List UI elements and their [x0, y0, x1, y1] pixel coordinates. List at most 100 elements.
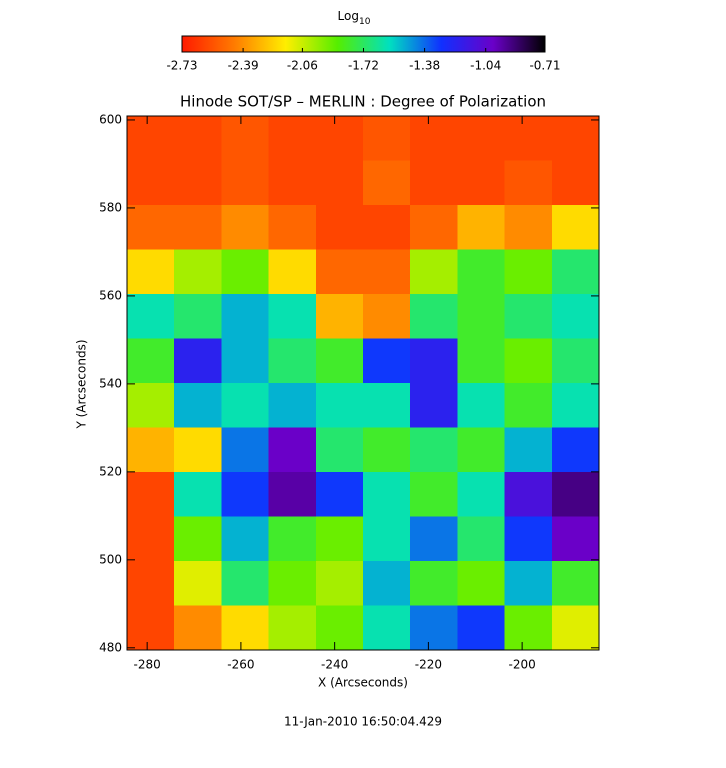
heatmap-cell	[410, 605, 458, 651]
heatmap-cell	[221, 472, 270, 517]
heatmap-cell	[551, 294, 600, 339]
heatmap-cell	[174, 472, 222, 517]
x-tick-label: -200	[509, 658, 536, 672]
heatmap-cell	[268, 427, 317, 473]
heatmap-cell	[268, 160, 317, 206]
heatmap-cell	[221, 338, 270, 384]
colorbar-tick-label: -2.73	[166, 59, 197, 73]
heatmap-cell	[457, 338, 506, 384]
heatmap-cell	[363, 205, 411, 250]
heatmap-cell	[127, 338, 175, 384]
heatmap-cell	[127, 205, 175, 250]
heatmap-cell	[221, 383, 270, 428]
heatmap-cell	[221, 116, 270, 161]
colorbar-tick-label: -2.39	[228, 59, 259, 73]
heatmap-cell	[221, 516, 270, 562]
heatmap-cell	[504, 472, 553, 517]
heatmap-cell	[504, 605, 553, 651]
heatmap-cell	[457, 516, 506, 562]
heatmap-cell	[268, 294, 317, 339]
heatmap-cell	[551, 472, 600, 517]
heatmap-cell	[127, 427, 175, 473]
y-tick-label: 580	[99, 200, 122, 214]
y-tick-label: 480	[99, 640, 122, 654]
heatmap-cell	[221, 249, 270, 295]
heatmap-cell	[504, 383, 553, 428]
heatmap-cell	[410, 516, 458, 562]
heatmap-cell	[551, 160, 600, 206]
heatmap-cell	[174, 116, 222, 161]
x-axis-label: X (Arcseconds)	[318, 676, 408, 690]
y-tick-label: 540	[99, 376, 122, 390]
heatmap-cell	[410, 472, 458, 517]
y-axis-label: Y (Arcseconds)	[75, 339, 89, 429]
heatmap-cell	[315, 338, 364, 384]
heatmap-cell	[268, 561, 317, 606]
heatmap-cell	[315, 383, 364, 428]
heatmap-cell	[315, 294, 364, 339]
heatmap-cell	[410, 249, 458, 295]
y-tick-label: 500	[99, 552, 122, 566]
heatmap-cell	[363, 160, 411, 206]
heatmap-cell	[363, 516, 411, 562]
heatmap-cell	[174, 249, 222, 295]
heatmap-cell	[174, 516, 222, 562]
heatmap-cell	[551, 205, 600, 250]
heatmap-cell	[410, 116, 458, 161]
heatmap-cell	[174, 561, 222, 606]
heatmap-cell	[221, 561, 270, 606]
heatmap-cell	[127, 116, 175, 161]
x-tick-label: -220	[415, 658, 442, 672]
heatmap-cell	[410, 294, 458, 339]
heatmap-cell	[363, 605, 411, 651]
heatmap-cell	[363, 294, 411, 339]
heatmap-cell	[363, 472, 411, 517]
chart-title: Hinode SOT/SP – MERLIN : Degree of Polar…	[180, 93, 546, 111]
heatmap-cell	[363, 249, 411, 295]
heatmap-cell	[268, 249, 317, 295]
heatmap-cell	[551, 516, 600, 562]
heatmap-cell	[315, 516, 364, 562]
heatmap-cell	[315, 160, 364, 206]
heatmap-cell	[174, 427, 222, 473]
heatmap-cell	[551, 338, 600, 384]
heatmap-cell	[315, 605, 364, 651]
heatmap-cell	[457, 160, 506, 206]
heatmap-cell	[127, 160, 175, 206]
colorbar-tick-label: -1.72	[348, 59, 379, 73]
heatmap-cell	[504, 160, 553, 206]
heatmap-cell	[127, 249, 175, 295]
heatmap-cell	[551, 249, 600, 295]
heatmap-cell	[315, 249, 364, 295]
colorbar-tick-label: -2.06	[287, 59, 318, 73]
heatmap-cell	[457, 605, 506, 651]
heatmap-cell	[268, 383, 317, 428]
colorbar-tick-label: -0.71	[529, 59, 560, 73]
heatmap-cell	[221, 427, 270, 473]
heatmap-cell	[504, 338, 553, 384]
heatmap-cell	[410, 160, 458, 206]
heatmap-cell	[315, 561, 364, 606]
heatmap-cell	[268, 205, 317, 250]
heatmap-cell	[457, 249, 506, 295]
heatmap-cell	[221, 605, 270, 651]
heatmap-cell	[457, 427, 506, 473]
heatmap-cell	[551, 605, 600, 651]
heatmap-cell	[457, 205, 506, 250]
heatmap-cell	[457, 472, 506, 517]
heatmap-cell	[315, 427, 364, 473]
heatmap-cell	[504, 294, 553, 339]
heatmap-cell	[221, 160, 270, 206]
heatmap-cell	[551, 561, 600, 606]
heatmap-cell	[268, 338, 317, 384]
heatmap-cell	[127, 472, 175, 517]
heatmap-cell	[315, 472, 364, 517]
heatmap-cell	[315, 205, 364, 250]
heatmap-cell	[410, 338, 458, 384]
y-tick-label: 560	[99, 288, 122, 302]
heatmap-cell	[127, 383, 175, 428]
y-tick-label: 520	[99, 464, 122, 478]
heatmap-cell	[174, 338, 222, 384]
heatmap-cell	[174, 605, 222, 651]
